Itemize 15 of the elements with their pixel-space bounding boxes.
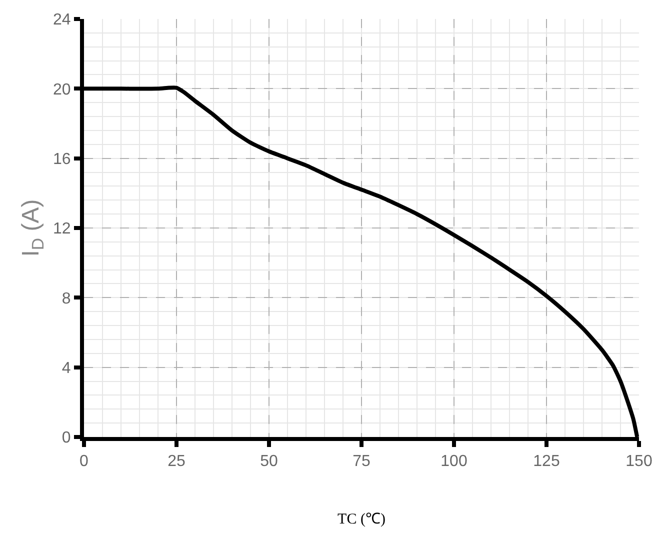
x-tick-label: 0 — [80, 453, 89, 470]
x-axis-title: TC (℃) — [338, 512, 386, 528]
y-tick-label: 8 — [62, 290, 71, 308]
y-tick-label: 20 — [53, 81, 71, 98]
y-tick-label: 16 — [53, 150, 71, 168]
x-tick-label: 50 — [260, 453, 278, 470]
x-tick-label: 100 — [440, 453, 468, 470]
y-tick-label: 12 — [53, 220, 71, 238]
y-tick-label: 24 — [53, 12, 71, 29]
y-tick-label: 0 — [62, 430, 71, 447]
x-tick-label: 75 — [352, 453, 370, 470]
y-tick-label: 4 — [62, 360, 71, 377]
x-tick-label: 125 — [533, 453, 560, 470]
x-tick-label: 25 — [168, 453, 186, 470]
x-tick-label: 150 — [626, 453, 652, 470]
